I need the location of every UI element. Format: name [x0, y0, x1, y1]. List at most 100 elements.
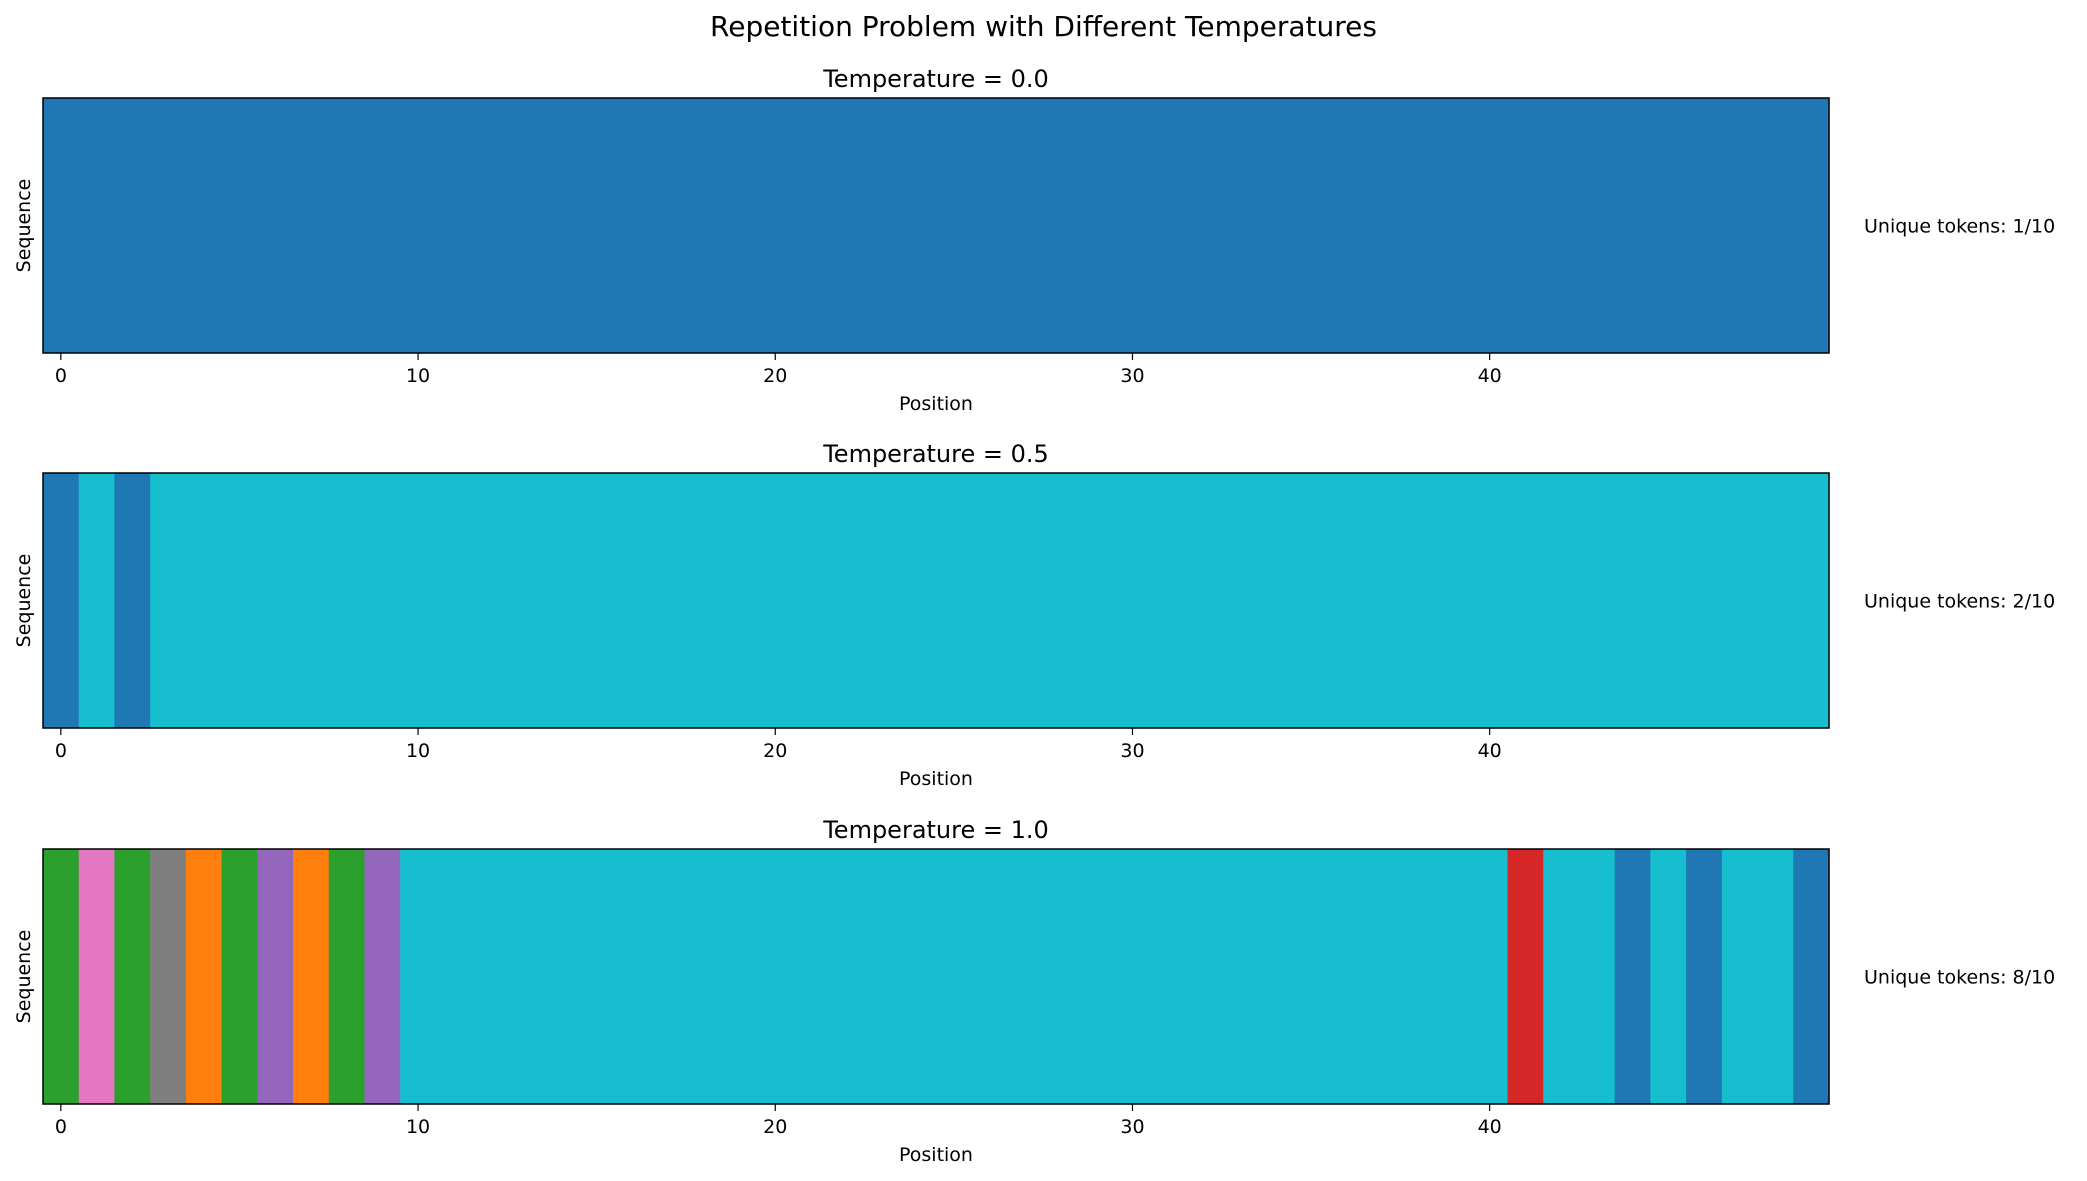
heatmap-cell	[1543, 473, 1580, 728]
x-tick-label: 30	[1120, 365, 1144, 387]
heatmap-cell	[185, 473, 223, 728]
heatmap-cell	[435, 849, 473, 1104]
heatmap-cell	[1257, 473, 1294, 728]
heatmap-cell	[507, 98, 544, 353]
heatmap-cell	[685, 98, 723, 353]
heatmap-cell	[364, 473, 401, 728]
heatmap-cell	[507, 473, 544, 728]
heatmap-cell	[1114, 849, 1151, 1104]
heatmap-cell	[793, 849, 830, 1104]
heatmap-cell	[1328, 849, 1366, 1104]
heatmap-cell	[650, 473, 687, 728]
heatmap-cell	[1543, 849, 1580, 1104]
heatmap-cell	[400, 473, 437, 728]
heatmap-cell	[614, 473, 651, 728]
heatmap-cell	[78, 98, 116, 353]
heatmap-cell	[1364, 98, 1401, 353]
x-tick-label: 20	[763, 1116, 787, 1138]
heatmap-cell	[721, 473, 758, 728]
heatmap-cell	[971, 473, 1009, 728]
x-tick-label: 20	[763, 365, 787, 387]
subplot-title: Temperature = 0.0	[822, 65, 1049, 93]
heatmap-cell	[828, 849, 866, 1104]
heatmap-cell	[1578, 473, 1616, 728]
subplot-title: Temperature = 1.0	[822, 816, 1049, 844]
heatmap-cell	[114, 473, 151, 728]
heatmap-cell	[1650, 849, 1687, 1104]
heatmap-cell	[685, 473, 723, 728]
heatmap-cell	[1578, 849, 1616, 1104]
heatmap-cell	[1043, 98, 1080, 353]
heatmap-cell	[1078, 849, 1116, 1104]
heatmap-cell	[1614, 849, 1651, 1104]
heatmap-cell	[400, 849, 437, 1104]
heatmap-cell	[293, 849, 330, 1104]
heatmap-cell	[578, 849, 616, 1104]
x-tick-label: 0	[55, 740, 67, 762]
heatmap-cell	[471, 473, 508, 728]
heatmap-cell	[435, 98, 473, 353]
plot-frame	[42, 97, 1830, 354]
heatmap-cell	[614, 98, 651, 353]
heatmap-cell	[1436, 98, 1473, 353]
heatmap-cell	[1507, 98, 1544, 353]
heatmap-cell	[1757, 849, 1794, 1104]
heatmap-cell	[1186, 849, 1223, 1104]
heatmap-cell	[1793, 473, 1830, 728]
x-axis-label: Position	[899, 393, 973, 415]
heatmap-cell	[721, 98, 758, 353]
heatmap-cell	[364, 98, 401, 353]
x-tick-label: 40	[1478, 740, 1502, 762]
heatmap-cell	[900, 473, 937, 728]
x-tick-label: 20	[763, 740, 787, 762]
heatmap-cell	[578, 98, 616, 353]
heatmap-cell	[1757, 473, 1794, 728]
heatmap-cell	[364, 849, 401, 1104]
heatmap-cell	[828, 98, 866, 353]
heatmap-cell	[150, 98, 187, 353]
heatmap-cell	[793, 473, 830, 728]
heatmap-cell	[257, 473, 294, 728]
unique-tokens-annotation: Unique tokens: 1/10	[1864, 216, 2055, 238]
heatmap-cell	[257, 849, 294, 1104]
heatmap-cell	[221, 473, 258, 728]
heatmap-cell	[1650, 98, 1687, 353]
x-tick-label: 10	[406, 365, 430, 387]
x-axis-label: Position	[899, 768, 973, 790]
heatmap-cell	[328, 98, 366, 353]
heatmap-cell	[1793, 98, 1830, 353]
heatmap-cell	[864, 849, 901, 1104]
heatmap-cell	[221, 98, 258, 353]
heatmap-cell	[1436, 849, 1473, 1104]
heatmap-cell	[471, 98, 508, 353]
heatmap-cell	[1471, 849, 1509, 1104]
heatmap-cell	[1507, 473, 1544, 728]
unique-tokens-annotation: Unique tokens: 8/10	[1864, 967, 2055, 989]
heatmap-cell	[1150, 98, 1187, 353]
heatmap-cell	[1257, 849, 1294, 1104]
x-tick-label: 40	[1478, 1116, 1502, 1138]
heatmap-cell	[1793, 849, 1830, 1104]
heatmap-cell	[1293, 98, 1330, 353]
heatmap-cell	[78, 849, 116, 1104]
heatmap-cell	[793, 98, 830, 353]
heatmap-cell	[936, 98, 973, 353]
heatmap-cell	[1471, 98, 1509, 353]
heatmap-cell	[1686, 849, 1723, 1104]
x-tick-label: 30	[1120, 1116, 1144, 1138]
heatmap-cell	[257, 98, 294, 353]
heatmap-cell	[1400, 473, 1437, 728]
heatmap-cell	[1328, 98, 1366, 353]
heatmap-cell	[578, 473, 616, 728]
heatmap-cell	[936, 473, 973, 728]
heatmap-cell	[1686, 473, 1723, 728]
heatmap-cell	[1614, 473, 1651, 728]
heatmap-cell	[1043, 849, 1080, 1104]
heatmap-cell	[1578, 98, 1616, 353]
heatmap-cell	[1471, 473, 1509, 728]
heatmap-cell	[1186, 473, 1223, 728]
heatmap-cell	[471, 849, 508, 1104]
y-axis-label: Sequence	[13, 554, 35, 648]
heatmap-cell	[1007, 98, 1044, 353]
heatmap-cell	[543, 849, 580, 1104]
